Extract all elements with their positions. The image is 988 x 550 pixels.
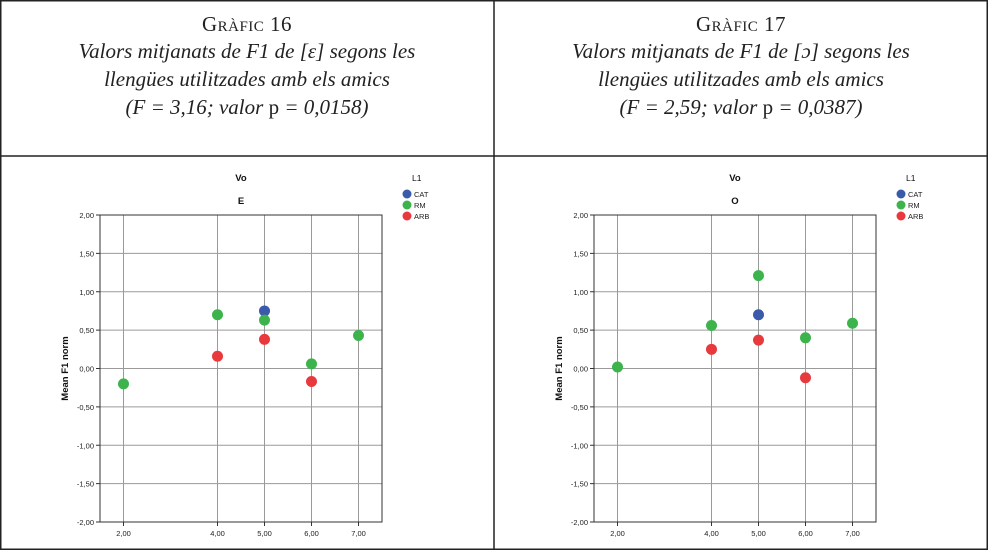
data-point-rm bbox=[800, 332, 811, 344]
data-point-arb bbox=[800, 372, 811, 384]
y-tick-label: -1,00 bbox=[571, 441, 588, 450]
data-point-arb bbox=[212, 350, 223, 362]
legend-label-arb: ARB bbox=[414, 212, 429, 221]
y-tick-label: -1,00 bbox=[77, 441, 94, 450]
x-tick-label: 4,00 bbox=[210, 529, 225, 538]
legend-marker-rm bbox=[402, 200, 412, 210]
y-tick-label: -1,50 bbox=[571, 480, 588, 489]
x-tick-label: 2,00 bbox=[116, 529, 131, 538]
y-tick-label: 1,00 bbox=[79, 288, 94, 297]
caption-heading: Gràfic 17 bbox=[695, 12, 787, 36]
y-tick-label: -2,00 bbox=[571, 518, 588, 527]
scatter-chart-left: 2,00 1,50 1,00 0,50 0,00 -0,50 -1,00 -1,50 -2,00… bbox=[60, 173, 429, 538]
y-tick-label: 0,50 bbox=[79, 326, 94, 335]
x-tick-label: 2,00 bbox=[610, 529, 625, 538]
caption-stats-p: p bbox=[268, 95, 280, 119]
data-point-rm bbox=[212, 309, 223, 321]
caption-stats-a: (F = 2,59; valor bbox=[619, 95, 763, 119]
caption-stats-a: (F = 3,16; valor bbox=[125, 95, 269, 119]
caption-stats-b: = 0,0158) bbox=[279, 95, 369, 119]
legend-title: L1 bbox=[906, 173, 916, 183]
legend-label-cat: CAT bbox=[908, 190, 923, 199]
y-tick-label: 1,00 bbox=[573, 288, 588, 297]
data-point-rm bbox=[306, 358, 317, 370]
y-tick-label: -0,50 bbox=[77, 403, 94, 412]
y-tick-label: -2,00 bbox=[77, 518, 94, 527]
y-axis-label: Mean F1 norm bbox=[60, 336, 71, 400]
data-point-rm bbox=[612, 361, 623, 373]
y-tick-label: 0,00 bbox=[573, 365, 588, 374]
caption-line: Valors mitjanats de F1 de [ɛ] segons les bbox=[78, 39, 416, 63]
y-tick-label: 1,50 bbox=[573, 249, 588, 258]
x-tick-label: 5,00 bbox=[257, 529, 272, 538]
caption-left: Gràfic 16 Valors mitjanats de F1 de [ɛ] … bbox=[0, 12, 494, 121]
caption-line: Valors mitjanats de F1 de [ɔ] segons les bbox=[572, 39, 910, 63]
y-tick-label: 1,50 bbox=[79, 249, 94, 258]
scatter-chart-right: 2,00 1,50 1,00 0,50 0,00 -0,50 -1,00 -1,50 -2,00… bbox=[554, 173, 923, 538]
legend-label-cat: CAT bbox=[414, 190, 429, 199]
data-point-cat bbox=[753, 309, 764, 321]
y-tick-label: 0,50 bbox=[573, 326, 588, 335]
chart-subtitle: O bbox=[731, 196, 738, 207]
data-point-rm bbox=[353, 329, 364, 341]
caption-right: Gràfic 17 Valors mitjanats de F1 de [ɔ] … bbox=[494, 12, 988, 121]
caption-stats-p: p bbox=[762, 95, 774, 119]
data-point-arb bbox=[306, 376, 317, 388]
y-tick-label: 0,00 bbox=[79, 365, 94, 374]
data-point-rm bbox=[259, 314, 270, 326]
legend-marker-cat bbox=[402, 189, 412, 199]
x-tick-label: 6,00 bbox=[798, 529, 813, 538]
y-tick-label: -1,50 bbox=[77, 480, 94, 489]
data-point-arb bbox=[259, 333, 270, 345]
legend-marker-rm bbox=[896, 200, 906, 210]
x-tick-label: 5,00 bbox=[751, 529, 766, 538]
data-point-cat bbox=[259, 305, 270, 317]
legend-label-arb: ARB bbox=[908, 212, 923, 221]
legend-title: L1 bbox=[412, 173, 422, 183]
chart-subtitle: E bbox=[238, 196, 244, 207]
legend-label-rm: RM bbox=[414, 201, 426, 210]
data-point-rm bbox=[753, 270, 764, 282]
caption-line: llengües utilitzades amb els amics bbox=[598, 67, 884, 91]
caption-stats: (F = 2,59; valor p = 0,0387) bbox=[494, 93, 988, 121]
y-tick-label: 2,00 bbox=[573, 211, 588, 220]
data-point-arb bbox=[753, 334, 764, 346]
chart-title: Vo bbox=[235, 173, 247, 184]
chart-title: Vo bbox=[729, 173, 741, 184]
y-axis-label: Mean F1 norm bbox=[554, 336, 565, 400]
legend-marker-arb bbox=[896, 211, 906, 221]
caption-stats-b: = 0,0387) bbox=[773, 95, 863, 119]
caption-line: llengües utilitzades amb els amics bbox=[104, 67, 390, 91]
legend-label-rm: RM bbox=[908, 201, 920, 210]
y-tick-label: -0,50 bbox=[571, 403, 588, 412]
data-point-rm bbox=[706, 320, 717, 332]
y-tick-label: 2,00 bbox=[79, 211, 94, 220]
x-tick-label: 7,00 bbox=[845, 529, 860, 538]
data-point-rm bbox=[118, 378, 129, 390]
data-point-arb bbox=[706, 343, 717, 355]
caption-stats: (F = 3,16; valor p = 0,0158) bbox=[0, 93, 494, 121]
legend-marker-arb bbox=[402, 211, 412, 221]
x-tick-label: 6,00 bbox=[304, 529, 319, 538]
legend-marker-cat bbox=[896, 189, 906, 199]
data-point-rm bbox=[847, 317, 858, 329]
x-tick-label: 4,00 bbox=[704, 529, 719, 538]
x-tick-label: 7,00 bbox=[351, 529, 366, 538]
caption-heading: Gràfic 16 bbox=[201, 12, 293, 36]
